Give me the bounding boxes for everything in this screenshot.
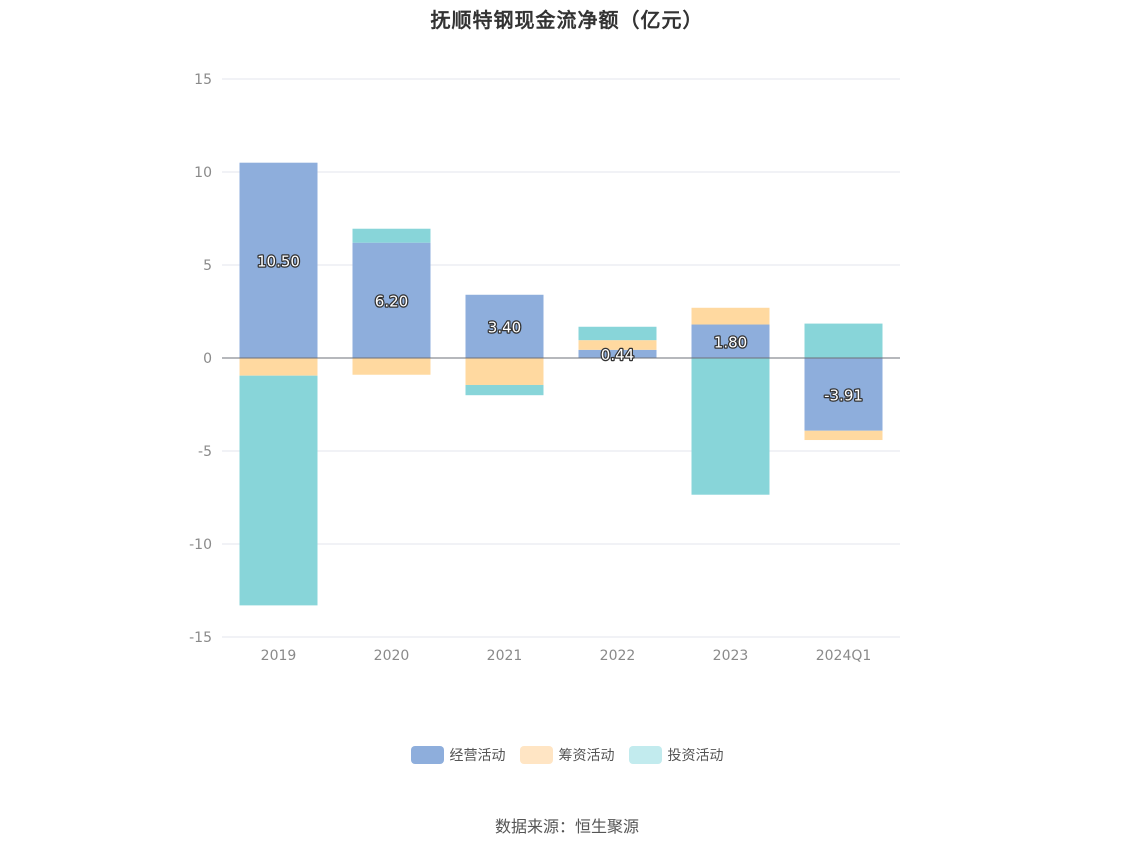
bar-2022-series-1 [578, 340, 657, 350]
y-tick-label: -5 [198, 444, 212, 460]
zero-axis [222, 357, 900, 638]
bar-2022-series-2 [578, 326, 657, 341]
legend-swatch [628, 746, 662, 764]
data-label-2022: 0.44 [601, 346, 634, 364]
bar-2019-series-1 [239, 358, 318, 376]
legend-swatch [410, 746, 444, 764]
x-tick-label-2022: 2022 [600, 648, 636, 664]
data-label-2024Q1: -3.91 [824, 386, 863, 404]
data-label-2023: 1.80 [714, 333, 747, 351]
bar-2024Q1-series-2 [804, 323, 883, 358]
bar-2021-series-1 [465, 358, 544, 385]
bar-2019-series-0 [239, 162, 318, 358]
data-label-2020: 6.20 [375, 292, 408, 310]
bars [239, 162, 883, 606]
y-tick-label: -10 [189, 537, 212, 553]
data-label-2019: 10.50 [257, 252, 300, 270]
bar-2021-series-2 [465, 384, 544, 396]
legend-swatch [519, 746, 553, 764]
data-label-2021: 3.40 [488, 318, 521, 336]
bar-2024Q1-series-1 [804, 430, 883, 441]
chart-title: 抚顺特钢现金流净额（亿元） [430, 8, 704, 32]
legend-label: 筹资活动 [558, 748, 615, 764]
bar-2020-series-2 [352, 228, 431, 243]
bar-2021-series-0 [465, 294, 544, 358]
y-tick-label: 5 [203, 258, 212, 274]
legend-label: 经营活动 [449, 748, 506, 764]
y-tick-label: 0 [203, 351, 212, 367]
y-tick-label: 10 [194, 165, 212, 181]
x-tick-label-2021: 2021 [487, 648, 523, 664]
bar-2020-series-1 [352, 358, 431, 375]
x-tick-label-2019: 2019 [261, 648, 297, 664]
legend-item-0[interactable]: 经营活动 [410, 745, 506, 765]
bar-2024Q1-series-0 [804, 358, 883, 431]
source-note: 数据来源：恒生聚源 [494, 817, 639, 836]
bar-2023-series-2 [691, 358, 770, 495]
chart-plot: 15 10 5 0 -5 -10 -15 2019 2020 2021 2022 2023 2024Q… [189, 72, 900, 664]
x-tick-label-2023: 2023 [713, 648, 749, 664]
y-axis-ticks: 15 10 5 0 -5 -10 -15 [189, 72, 212, 646]
legend-label: 投资活动 [667, 748, 724, 764]
x-axis-ticks: 2019 2020 2021 2022 2023 2024Q1 [261, 648, 872, 664]
bar-2019-series-2 [239, 375, 318, 606]
data-labels: 10.50 6.20 3.40 0.44 1.80 -3.91 [256, 251, 864, 406]
legend-item-1[interactable]: 筹资活动 [519, 745, 615, 765]
legend-item-2[interactable]: 投资活动 [628, 745, 724, 765]
bar-2020-series-0 [352, 242, 431, 358]
bar-2022-series-0 [578, 349, 657, 358]
legend: 经营活动 筹资活动 投资活动 [0, 745, 1134, 765]
x-tick-label-2024Q1: 2024Q1 [816, 648, 872, 664]
y-tick-label: -15 [189, 630, 212, 646]
bar-2023-series-0 [691, 324, 770, 358]
x-tick-label-2020: 2020 [374, 648, 410, 664]
y-tick-label: 15 [194, 72, 212, 88]
bar-2023-series-1 [691, 307, 770, 325]
